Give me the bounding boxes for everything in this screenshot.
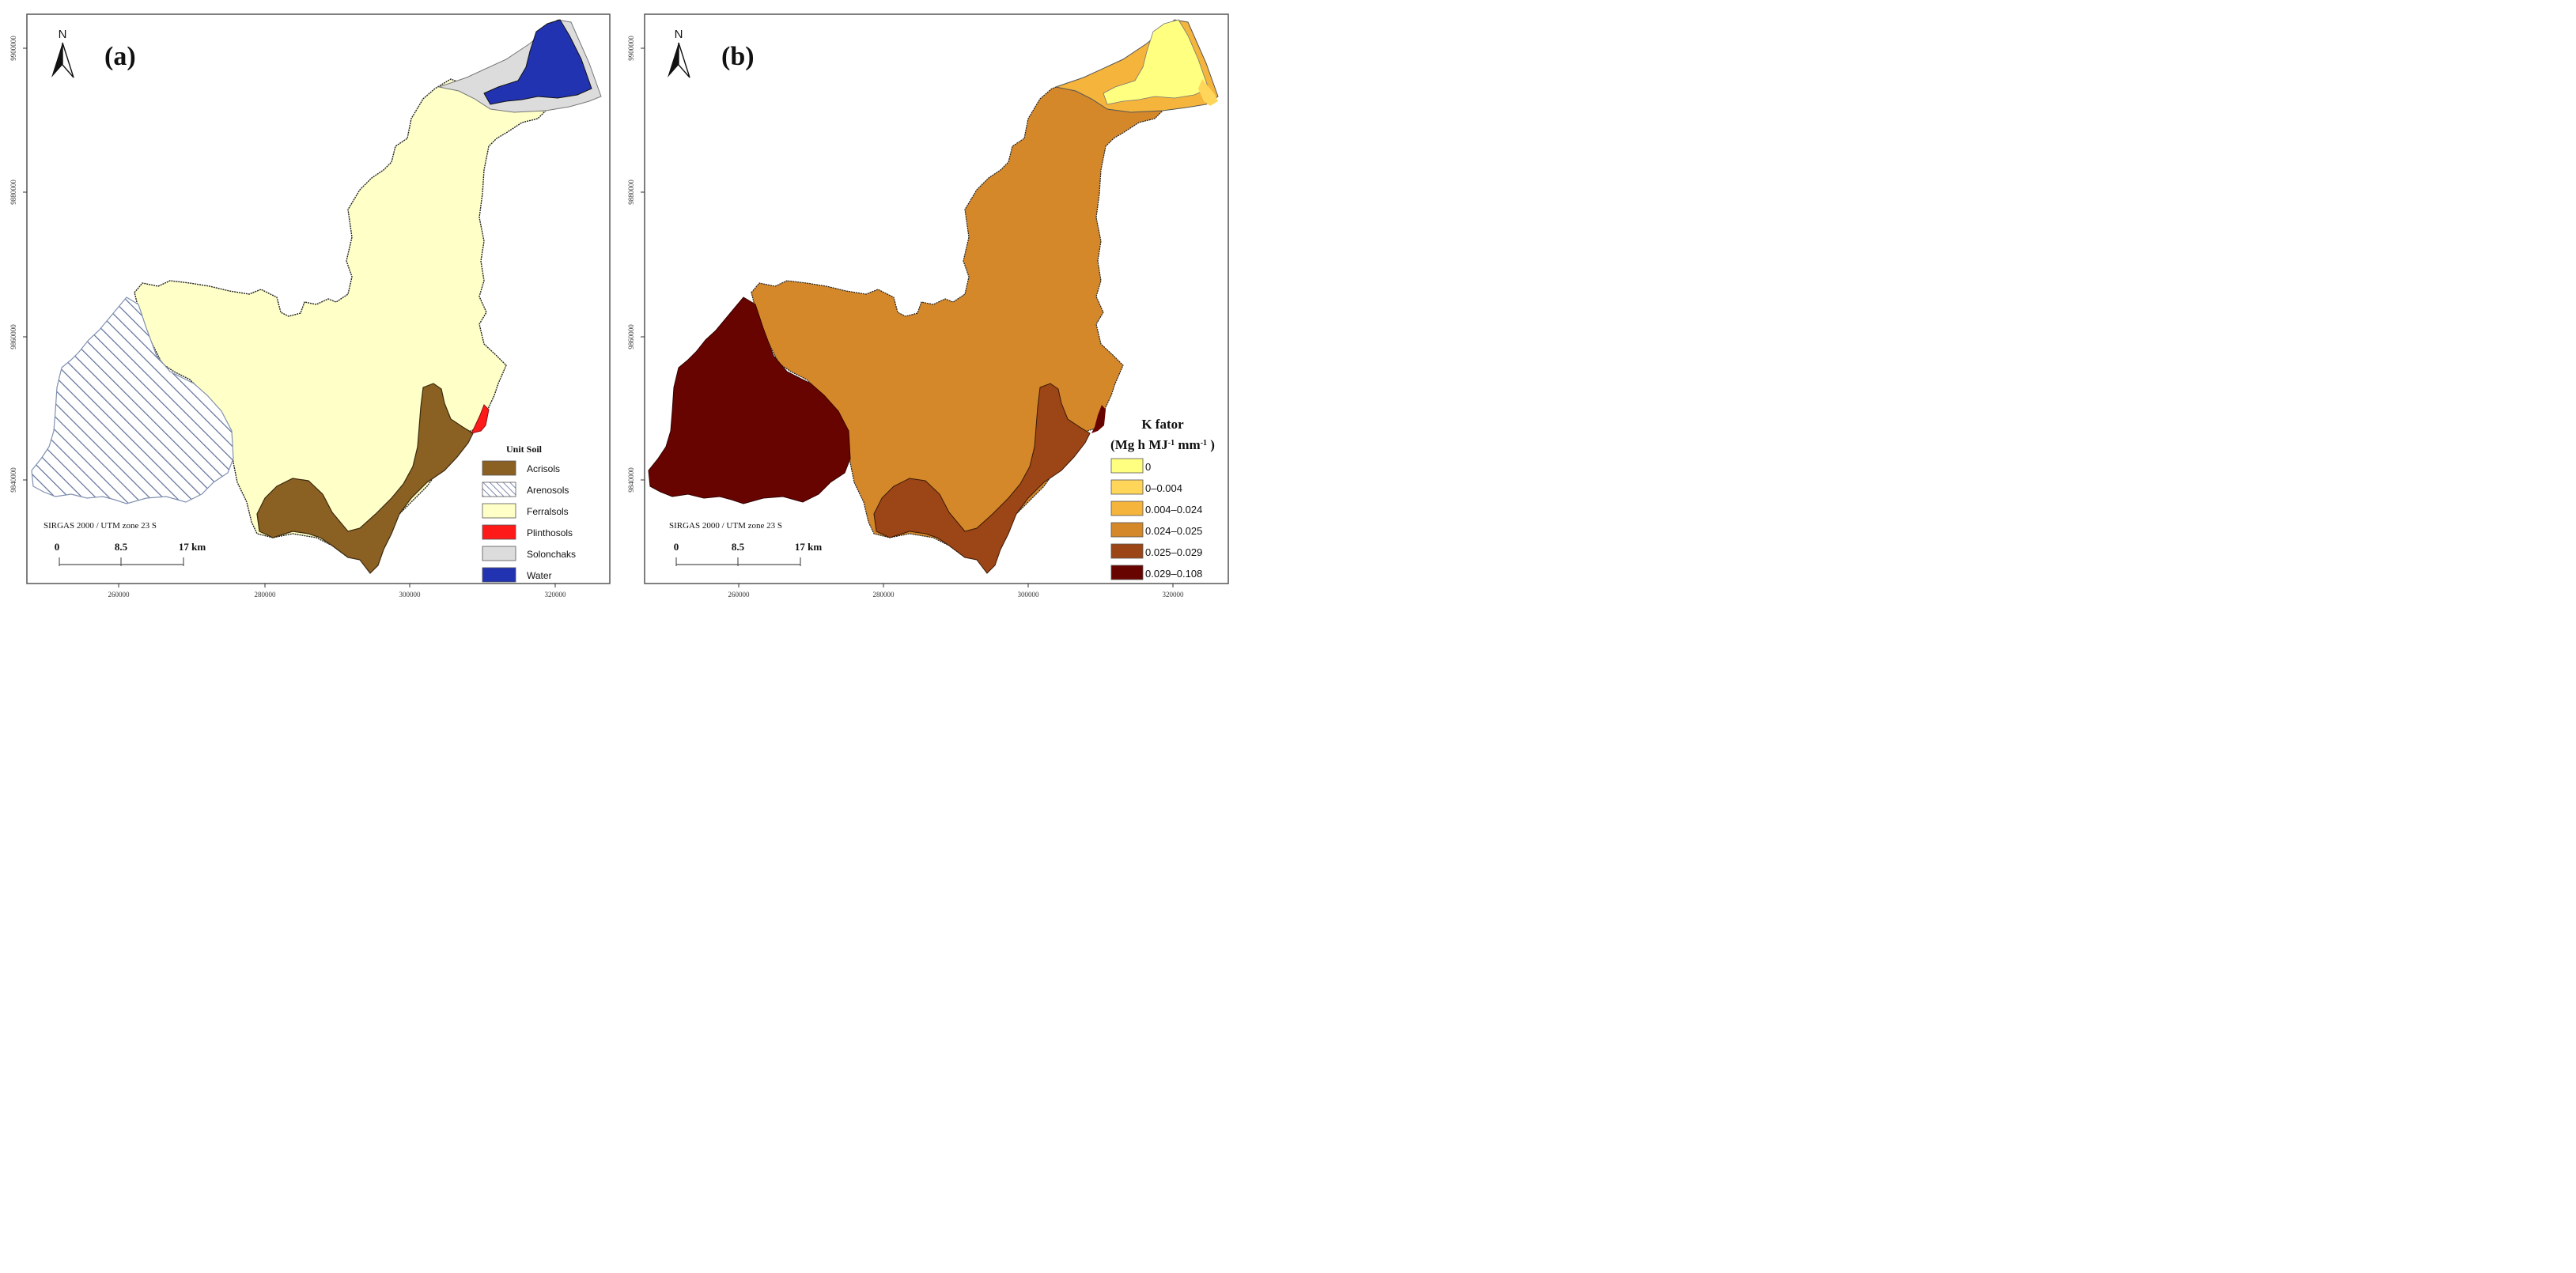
y-tick-label: 9840000 (627, 467, 635, 493)
x-tick-label: 280000 (873, 591, 895, 599)
scale-label-end: 17 km (795, 541, 822, 553)
x-tick-label: 320000 (1163, 591, 1185, 599)
legend-label: Ferralsols (527, 506, 569, 517)
legend-swatch (1110, 458, 1144, 474)
x-tick-label: 300000 (1018, 591, 1040, 599)
legend-title: Unit Soil (506, 444, 543, 455)
x-axis: 260000 280000 300000 320000 (108, 584, 567, 599)
x-axis: 260000 280000 300000 320000 (728, 584, 1185, 599)
scale-label-mid: 8.5 (115, 541, 128, 553)
scale-label-0: 0 (674, 541, 679, 553)
y-tick-label: 9840000 (9, 467, 17, 493)
y-tick-label: 9900000 (627, 36, 635, 61)
north-arrow-icon: N (668, 28, 690, 78)
legend-label: Water (527, 570, 552, 581)
y-axis: 9900000 9880000 9860000 9840000 (9, 36, 27, 493)
scale-label-0: 0 (55, 541, 60, 553)
north-label: N (675, 28, 683, 41)
y-tick-label: 9900000 (9, 36, 17, 61)
panel-label: (b) (721, 42, 755, 71)
legend-swatch-acrisols (482, 460, 516, 476)
legend-swatch-solonchaks (482, 546, 516, 561)
k-class-0029-0108-spot (1091, 405, 1106, 433)
x-tick-label: 260000 (108, 591, 131, 599)
panel-b: 9900000 9880000 9860000 9840000 260000 2… (627, 13, 1229, 599)
north-label: N (59, 28, 67, 41)
crs-label: SIRGAS 2000 / UTM zone 23 S (44, 521, 157, 531)
legend-label: Plinthosols (527, 527, 573, 538)
legend-label: 0.024‒0.025 (1145, 525, 1202, 537)
legend-swatch-ferralsols (482, 503, 516, 519)
scale-bar: 0 8.5 17 km (674, 541, 822, 566)
legend-label: 0.025‒0.029 (1145, 546, 1202, 558)
k-class-0-0004-region (1198, 79, 1218, 106)
arenosols-region (31, 297, 234, 504)
legend-swatch (1110, 501, 1144, 516)
legend-label: 0 (1145, 461, 1151, 473)
legend-swatch (1110, 522, 1144, 538)
legend-label: 0.029‒0.108 (1145, 568, 1202, 580)
y-tick-label: 9880000 (627, 179, 635, 205)
legend-label: 0‒0.004 (1145, 482, 1182, 494)
k-class-0029-0108-region (648, 297, 851, 504)
legend-swatch-arenosols (482, 482, 516, 497)
k-class-zero-region (1103, 19, 1209, 105)
legend-title: K fator (1141, 417, 1184, 432)
scale-label-mid: 8.5 (732, 541, 745, 553)
y-tick-label: 9860000 (9, 324, 17, 349)
legend-swatch (1110, 479, 1144, 495)
north-arrow-icon: N (51, 28, 74, 78)
legend-swatch-water (482, 567, 516, 583)
y-axis: 9900000 9880000 9860000 9840000 (627, 36, 645, 493)
y-tick-label: 9860000 (627, 324, 635, 349)
y-tick-label: 9880000 (9, 179, 17, 205)
legend-swatch (1110, 565, 1144, 580)
panel-a: 9900000 9880000 9860000 9840000 260000 2… (9, 13, 611, 599)
legend-swatch (1110, 543, 1144, 559)
x-tick-label: 300000 (399, 591, 422, 599)
legend-label: 0.004‒0.024 (1145, 504, 1202, 516)
k-factor-map (648, 19, 1219, 574)
legend-swatch-plinthosols (482, 524, 516, 540)
plinthosols-region (471, 404, 490, 434)
legend-unit-soil: Unit Soil Acrisols Arenosols Ferralsols … (482, 444, 576, 583)
panel-label: (a) (104, 42, 136, 71)
acrisols-region (256, 383, 474, 574)
scale-label-end: 17 km (179, 541, 206, 553)
legend-label: Acrisols (527, 463, 560, 474)
crs-label: SIRGAS 2000 / UTM zone 23 S (669, 521, 782, 531)
legend-label: Solonchaks (527, 549, 576, 560)
x-tick-label: 320000 (545, 591, 567, 599)
scale-bar: 0 8.5 17 km (55, 541, 206, 566)
legend-units: (Mg h MJ-1 mm-1 ) (1110, 437, 1215, 452)
x-tick-label: 260000 (728, 591, 751, 599)
soil-map (31, 19, 602, 574)
legend-label: Arenosols (527, 485, 569, 496)
k-class-0025-0029-region (873, 383, 1091, 574)
water-region (483, 19, 592, 105)
x-tick-label: 280000 (255, 591, 277, 599)
figure: 9900000 9880000 9860000 9840000 260000 2… (9, 13, 1229, 599)
legend-k-factor: K fator (Mg h MJ-1 mm-1 ) 0 0‒0.004 0.00… (1110, 417, 1215, 580)
